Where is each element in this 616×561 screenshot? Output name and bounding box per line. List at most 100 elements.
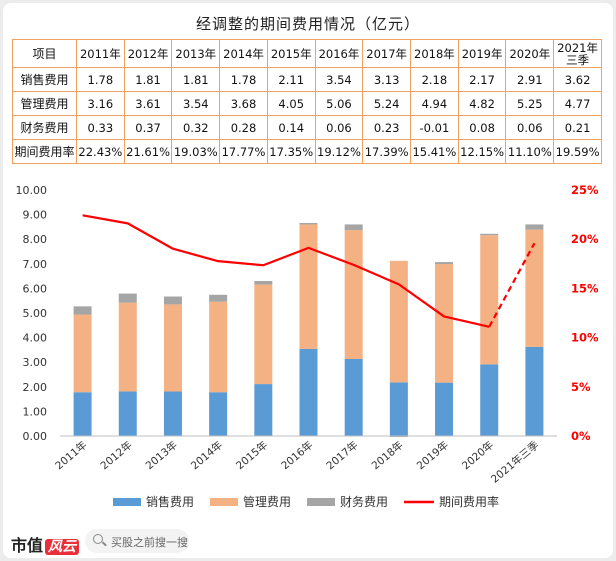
bar-segment (254, 281, 273, 285)
bar-segment (254, 384, 273, 436)
table-cell: 2.91 (505, 67, 555, 92)
table-cell: 17.39% (362, 139, 412, 164)
y-axis-left-tick: 2.00 (23, 381, 48, 394)
x-axis-tick: 2017年 (324, 438, 361, 472)
legend-label: 管理费用 (243, 494, 291, 509)
legend-label: 销售费用 (146, 494, 194, 509)
table-cell: 3.13 (362, 67, 412, 92)
table-header-label: 项目 (12, 39, 77, 68)
bar-segment (525, 346, 544, 436)
bar-segment (209, 392, 228, 436)
table-cell: 1.78 (76, 67, 125, 92)
table-cell: 2.17 (457, 67, 507, 92)
bar-segment (73, 392, 92, 436)
legend-swatch (210, 498, 238, 506)
search-icon (93, 534, 103, 544)
x-axis-tick: 2018年 (369, 438, 406, 472)
table-row-label: 管理费用 (12, 91, 77, 116)
bar-segment (435, 262, 454, 265)
table-cell: 19.12% (314, 139, 364, 164)
y-axis-left-tick: 9.00 (23, 209, 48, 222)
x-axis-tick: 2015年 (233, 438, 270, 472)
table-year-header: 2013年 (171, 39, 221, 68)
bar-segment (480, 233, 499, 236)
brand-name: 市值 (11, 536, 44, 555)
y-axis-right-tick: 10% (571, 331, 599, 345)
table-header-row: 项目 2011年 2012年 2013年 2014年 2015年 2016年 2017年 201… (12, 39, 602, 68)
bar-segment (480, 235, 499, 365)
legend-label: 期间费用率 (439, 494, 499, 509)
bar-segment (299, 224, 318, 349)
table-row-label: 财务费用 (12, 115, 77, 140)
chart-card: 经调整的期间费用情况（亿元） 项目 2011年 2012年 2013年 2014年 201… (3, 3, 613, 558)
y-axis-left-tick: 10.00 (16, 184, 48, 197)
table-row-label: 销售费用 (12, 67, 77, 92)
x-axis-tick: 2013年 (143, 438, 180, 472)
table-year-header: 2020年 (505, 39, 555, 68)
data-table: 项目 2011年 2012年 2013年 2014年 2015年 2016年 2017年 201… (12, 39, 602, 164)
bar-segment (299, 222, 318, 225)
footer-bar: 市值 风云 买股之前搜一搜 (3, 523, 613, 558)
y-axis-left-tick: 6.00 (23, 282, 48, 295)
chart-title: 经调整的期间费用情况（亿元） (195, 15, 420, 33)
y-axis-right-tick: 5% (571, 380, 591, 394)
table-cell: 15.41% (410, 139, 459, 164)
y-axis-left-tick: 7.00 (23, 258, 48, 271)
legend-swatch (307, 498, 335, 506)
bar-segment (163, 296, 182, 305)
y-axis-right-tick: 0% (571, 429, 591, 443)
y-axis-left-tick: 0.00 (23, 430, 48, 443)
bar-segment (389, 382, 408, 436)
table-cell: 19.03% (171, 139, 221, 164)
x-axis-tick: 2020年 (459, 438, 496, 472)
bar-segment (435, 264, 454, 383)
y-axis-right-tick: 25% (571, 183, 599, 197)
table-row: 管理费用 3.16 3.61 3.54 3.68 4.05 5.06 5.24 4.94 4.82… (12, 91, 602, 116)
table-cell: 3.54 (171, 91, 221, 116)
bar-segment (73, 306, 92, 315)
y-axis-left-tick: 1.00 (23, 405, 48, 418)
line-series-rate-dashed (488, 242, 536, 328)
bar-segment (73, 314, 92, 393)
bar-segment (209, 301, 228, 393)
table-cell: 0.32 (171, 115, 221, 140)
brand-accent: 风云 (45, 539, 80, 555)
y-axis-left-tick: 3.00 (23, 356, 48, 369)
table-cell: 17.77% (219, 139, 268, 164)
bar-segment (344, 230, 363, 360)
table-cell: -0.01 (410, 115, 459, 140)
search-placeholder: 买股之前搜一搜 (111, 536, 188, 549)
table-row: 财务费用 0.33 0.37 0.32 0.28 0.14 0.06 0.23 -0.01 0.0… (12, 115, 602, 140)
table-row: 期间费用率 22.43% 21.61% 19.03% 17.77% 17.35% 19.12… (12, 139, 602, 164)
bar-segment (525, 229, 544, 347)
table-cell: 3.61 (123, 91, 173, 116)
y-axis-left-tick: 8.00 (23, 233, 48, 246)
table-year-header: 2021年三季 (553, 39, 602, 68)
table-year-header: 2019年 (457, 39, 507, 68)
expense-chart: 0.00 1.00 2.00 3.00 4.00 5.00 6.00 7.00 8.00 9.00… (16, 183, 600, 509)
table-row: 销售费用 1.78 1.81 1.81 1.78 2.11 3.54 3.13 2.18 2.17… (12, 67, 602, 92)
table-cell: 19.59% (553, 139, 602, 164)
x-axis-tick: 2021年三季 (488, 438, 541, 486)
bar-segment (163, 304, 182, 392)
legend-swatch (113, 498, 141, 506)
bar-segment (254, 284, 273, 385)
brand-logo: 市值 风云 (11, 532, 80, 556)
y-axis-left-tick: 4.00 (23, 332, 48, 345)
table-year-header: 2017年 (362, 39, 412, 68)
search-box[interactable]: 买股之前搜一搜 (85, 529, 189, 553)
table-cell: 0.08 (457, 115, 507, 140)
bar-segment (344, 359, 363, 436)
table-cell: 11.10% (505, 139, 555, 164)
bar-segment (118, 302, 137, 392)
y-axis-right-tick: 20% (571, 232, 599, 246)
table-year-header: 2011年 (76, 39, 125, 68)
table-cell: 5.25 (505, 91, 555, 116)
line-series-rate (82, 214, 490, 328)
table-cell: 3.68 (219, 91, 268, 116)
bar-segment (163, 391, 182, 436)
table-cell: 1.81 (171, 67, 221, 92)
table-row-label: 期间费用率 (12, 139, 77, 164)
bar-segment (209, 294, 228, 302)
bar-segment (480, 364, 499, 436)
